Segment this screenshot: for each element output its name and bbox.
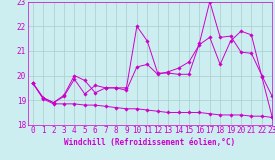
X-axis label: Windchill (Refroidissement éolien,°C): Windchill (Refroidissement éolien,°C) bbox=[64, 138, 235, 147]
